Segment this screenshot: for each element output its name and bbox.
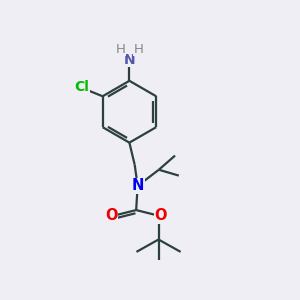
Text: N: N bbox=[131, 178, 144, 194]
Text: Cl: Cl bbox=[75, 80, 89, 94]
Text: H: H bbox=[116, 43, 125, 56]
Text: N: N bbox=[124, 52, 135, 67]
Text: O: O bbox=[105, 208, 118, 223]
Text: O: O bbox=[154, 208, 167, 223]
Text: H: H bbox=[133, 43, 143, 56]
